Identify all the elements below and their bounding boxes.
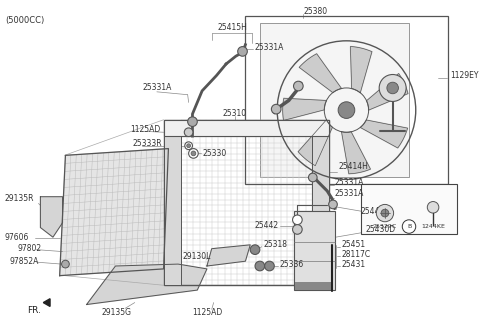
- Polygon shape: [60, 149, 168, 276]
- Circle shape: [338, 102, 355, 118]
- Text: 25331A: 25331A: [335, 189, 364, 198]
- Circle shape: [189, 149, 198, 158]
- Text: 29135R: 29135R: [5, 194, 34, 203]
- Text: 97606: 97606: [5, 233, 29, 242]
- Text: 1129EY: 1129EY: [450, 71, 479, 80]
- Bar: [164, 120, 329, 285]
- Circle shape: [402, 220, 416, 233]
- Bar: [164, 120, 181, 285]
- Polygon shape: [299, 54, 342, 92]
- Polygon shape: [360, 120, 408, 148]
- Circle shape: [379, 74, 406, 101]
- Text: 25415H: 25415H: [218, 23, 248, 32]
- Text: 25310: 25310: [223, 110, 247, 118]
- Bar: [361, 184, 457, 234]
- Circle shape: [427, 201, 439, 213]
- Text: 1244KE: 1244KE: [421, 224, 445, 229]
- Circle shape: [376, 204, 394, 222]
- Text: 25331A: 25331A: [143, 83, 172, 92]
- Circle shape: [184, 128, 193, 136]
- Circle shape: [191, 151, 196, 156]
- Bar: [296, 282, 333, 290]
- Circle shape: [381, 209, 389, 217]
- Text: 25380: 25380: [303, 8, 327, 16]
- Bar: [245, 16, 447, 184]
- Text: 25414H: 25414H: [339, 162, 369, 172]
- Text: 25331A: 25331A: [254, 43, 284, 52]
- Circle shape: [185, 142, 192, 150]
- Circle shape: [187, 144, 191, 148]
- Text: FR.: FR.: [27, 306, 41, 315]
- Polygon shape: [298, 120, 333, 166]
- Circle shape: [250, 245, 260, 255]
- Text: 28117C: 28117C: [342, 250, 371, 259]
- Circle shape: [294, 81, 303, 91]
- Text: 25333R: 25333R: [133, 139, 162, 148]
- Text: 97802: 97802: [17, 244, 41, 253]
- Bar: [260, 24, 409, 177]
- Bar: [164, 120, 329, 136]
- Text: 25331A: 25331A: [335, 178, 364, 187]
- Circle shape: [329, 200, 337, 209]
- Circle shape: [387, 82, 398, 94]
- Circle shape: [238, 47, 247, 56]
- Polygon shape: [283, 98, 326, 120]
- Text: 1125AD: 1125AD: [192, 308, 223, 317]
- Circle shape: [255, 261, 264, 271]
- Circle shape: [61, 260, 69, 268]
- Bar: [294, 211, 335, 290]
- Polygon shape: [86, 264, 207, 304]
- Circle shape: [309, 173, 317, 182]
- Circle shape: [271, 104, 281, 114]
- Text: 25442: 25442: [255, 221, 279, 230]
- Polygon shape: [207, 245, 250, 266]
- Text: 29135G: 29135G: [101, 308, 131, 317]
- Text: 25430D: 25430D: [366, 225, 396, 234]
- Bar: [312, 120, 329, 285]
- Text: 97852A: 97852A: [10, 257, 39, 266]
- Text: 25441A: 25441A: [361, 207, 390, 215]
- Text: (5000CC): (5000CC): [5, 16, 44, 25]
- Text: 25431: 25431: [342, 259, 366, 269]
- Circle shape: [293, 225, 302, 234]
- Polygon shape: [43, 299, 50, 306]
- Polygon shape: [367, 73, 408, 110]
- Polygon shape: [350, 47, 372, 93]
- Text: 1125AD: 1125AD: [130, 125, 160, 134]
- Circle shape: [188, 117, 197, 127]
- Text: 25330: 25330: [202, 149, 227, 158]
- Circle shape: [293, 215, 302, 225]
- Text: B: B: [407, 224, 411, 229]
- Text: 29130L: 29130L: [183, 252, 211, 261]
- Text: 25336: 25336: [279, 259, 303, 269]
- Text: 25318: 25318: [264, 240, 288, 249]
- Polygon shape: [40, 197, 62, 237]
- Polygon shape: [342, 132, 371, 174]
- Text: 25329C: 25329C: [373, 224, 397, 229]
- Circle shape: [264, 261, 274, 271]
- Text: 25451: 25451: [342, 240, 366, 249]
